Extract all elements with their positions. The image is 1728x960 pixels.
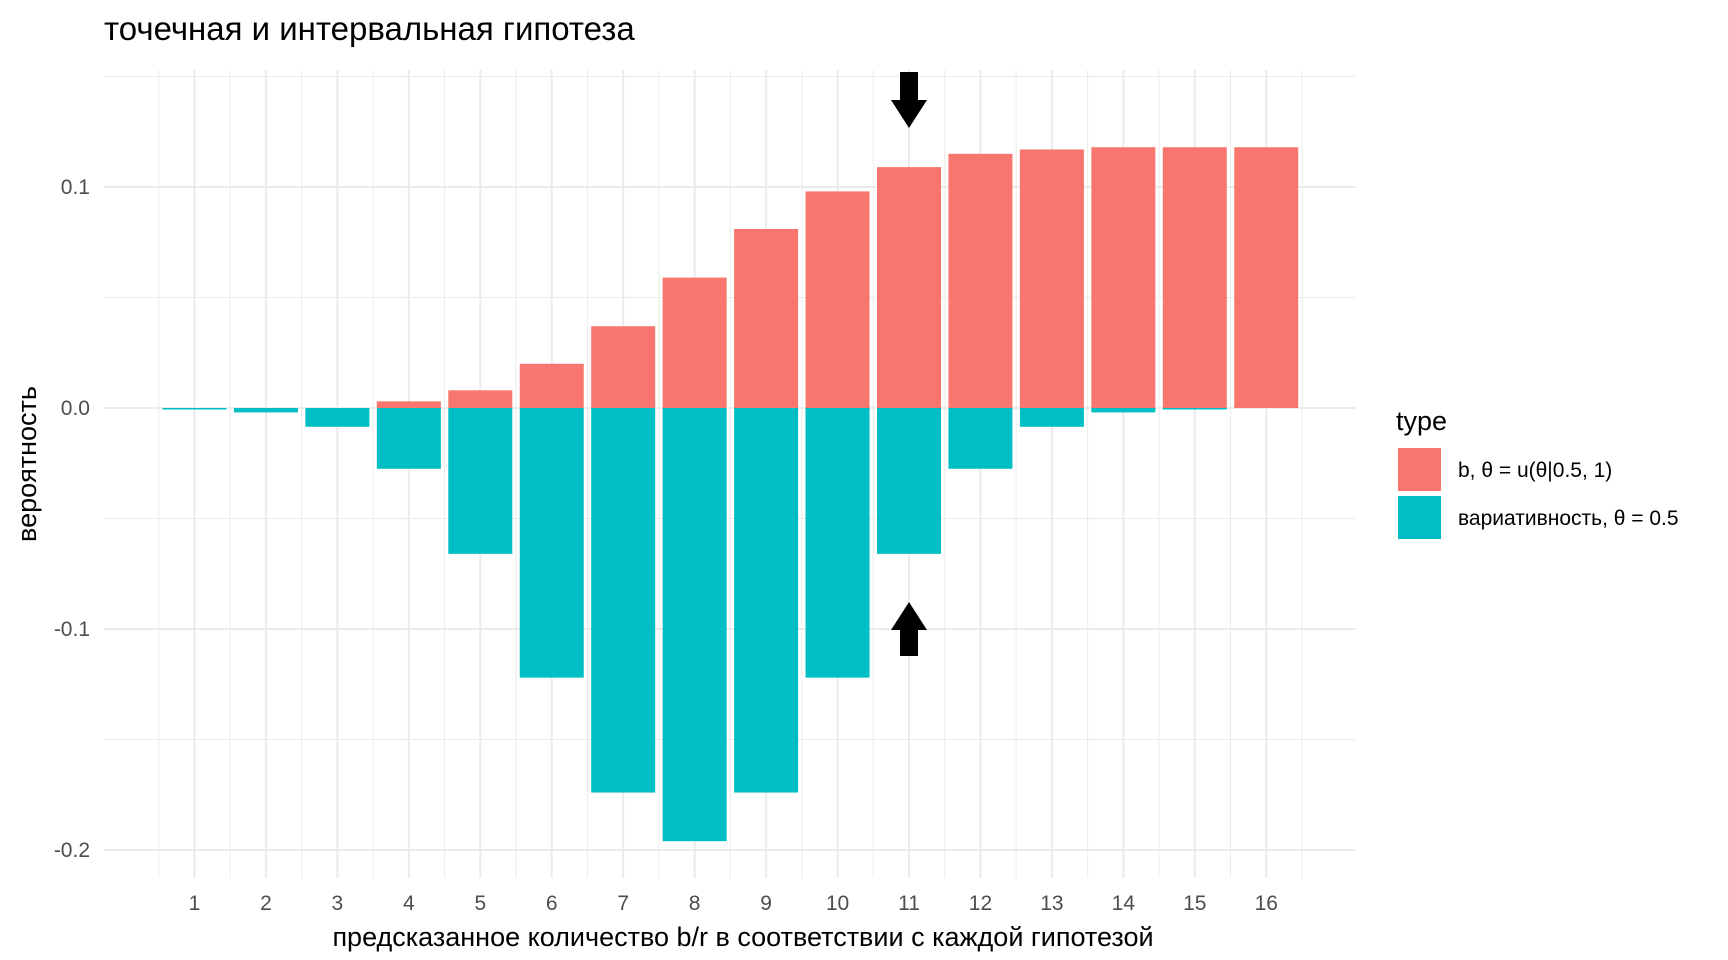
y-tick-label: -0.2 xyxy=(54,839,90,862)
x-tick-label: 1 xyxy=(189,892,201,915)
bar-series-1-cat-15 xyxy=(1162,147,1227,408)
x-tick-label: 11 xyxy=(898,892,920,915)
bar-series-2-cat-6 xyxy=(519,408,584,678)
bar-series-1-cat-13 xyxy=(1019,149,1084,408)
y-tick-label: 0.0 xyxy=(61,397,90,420)
legend-title: type xyxy=(1396,406,1447,436)
x-axis-label: предсказанное количество b/r в соответст… xyxy=(332,922,1153,952)
bar-series-2-cat-3 xyxy=(305,408,370,427)
bar-series-2-cat-2 xyxy=(233,408,298,413)
y-axis-ticks: -0.2 -0.1 0.0 0.1 xyxy=(54,176,90,862)
bar-series-1-cat-10 xyxy=(805,191,870,408)
bar-series-1-cat-14 xyxy=(1091,147,1156,408)
x-tick-label: 6 xyxy=(546,892,558,915)
bar-series-2-cat-10 xyxy=(805,408,870,678)
y-axis-label: вероятность xyxy=(12,386,42,542)
bar-series-1-cat-6 xyxy=(519,363,584,408)
bar-series-2-cat-1 xyxy=(162,408,227,410)
legend-label-series-1: b, θ = u(θ|0.5, 1) xyxy=(1458,459,1612,482)
x-tick-label: 5 xyxy=(474,892,486,915)
bar-series-2-cat-8 xyxy=(662,408,727,842)
bar-series-1-cat-8 xyxy=(662,277,727,408)
annotations xyxy=(891,72,927,656)
arrow-down-icon xyxy=(891,72,927,128)
bar-series-2-cat-9 xyxy=(734,408,799,793)
bar-series-2-cat-14 xyxy=(1091,408,1156,413)
y-tick-label: -0.1 xyxy=(54,618,90,641)
legend-label-series-2: вариативность, θ = 0.5 xyxy=(1458,507,1679,530)
x-tick-label: 4 xyxy=(403,892,415,915)
bar-series-1-cat-16 xyxy=(1234,147,1299,408)
bars xyxy=(162,147,1299,842)
bar-series-2-cat-12 xyxy=(948,408,1013,469)
bar-series-1-cat-9 xyxy=(734,228,799,408)
x-tick-label: 7 xyxy=(617,892,629,915)
bar-series-1-cat-4 xyxy=(376,401,441,408)
bar-series-2-cat-11 xyxy=(877,408,941,554)
chart-title: точечная и интервальная гипотеза xyxy=(104,10,635,47)
legend: type b, θ = u(θ|0.5, 1) вариативность, θ … xyxy=(1396,406,1679,539)
x-tick-label: 13 xyxy=(1040,892,1063,915)
legend-key-series-1 xyxy=(1398,448,1441,491)
bar-series-2-cat-5 xyxy=(448,408,513,554)
x-tick-label: 10 xyxy=(826,892,849,915)
bar-series-2-cat-13 xyxy=(1019,408,1084,427)
x-axis-ticks: 1 2 3 4 5 6 7 8 9 10 11 12 13 14 15 16 xyxy=(189,892,1278,915)
x-tick-label: 15 xyxy=(1183,892,1206,915)
bar-series-2-cat-15 xyxy=(1162,408,1227,410)
x-tick-label: 16 xyxy=(1255,892,1278,915)
x-tick-label: 9 xyxy=(760,892,772,915)
x-tick-label: 12 xyxy=(969,892,992,915)
bar-series-1-cat-7 xyxy=(591,326,656,408)
bar-series-2-cat-7 xyxy=(591,408,656,793)
x-tick-label: 14 xyxy=(1112,892,1136,915)
y-tick-label: 0.1 xyxy=(61,176,90,199)
x-tick-label: 3 xyxy=(332,892,344,915)
bar-series-1-cat-11 xyxy=(877,167,941,408)
legend-key-series-2 xyxy=(1398,496,1441,539)
arrow-up-icon xyxy=(891,602,927,656)
x-tick-label: 8 xyxy=(689,892,701,915)
bar-series-2-cat-4 xyxy=(376,408,441,469)
bar-series-1-cat-12 xyxy=(948,153,1013,408)
bar-series-1-cat-5 xyxy=(448,390,513,408)
x-tick-label: 2 xyxy=(260,892,272,915)
